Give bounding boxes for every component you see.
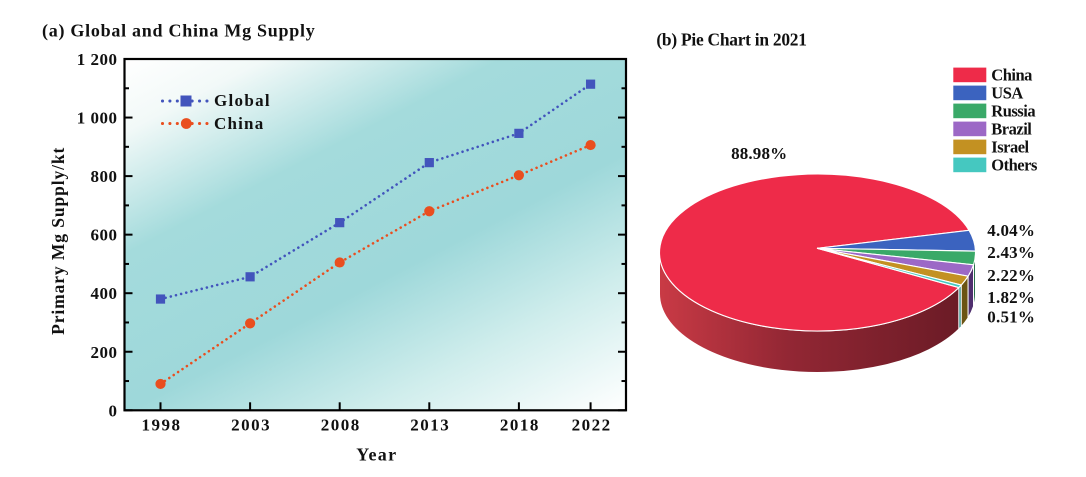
svg-text:600: 600: [91, 226, 118, 245]
svg-text:Brazil: Brazil: [991, 120, 1032, 139]
svg-text:2008: 2008: [321, 415, 361, 434]
svg-text:USA: USA: [991, 84, 1023, 103]
svg-text:1 000: 1 000: [77, 109, 118, 128]
svg-text:800: 800: [91, 167, 118, 186]
svg-text:200: 200: [91, 343, 118, 362]
svg-text:(a) Global and China Mg Supply: (a) Global and China Mg Supply: [42, 21, 315, 42]
svg-text:Primary Mg Supply/kt: Primary Mg Supply/kt: [48, 147, 68, 335]
svg-text:0.51%: 0.51%: [987, 308, 1035, 327]
svg-text:2022: 2022: [572, 415, 612, 434]
svg-text:China: China: [214, 114, 264, 133]
svg-text:2.43%: 2.43%: [987, 243, 1035, 262]
svg-text:Year: Year: [356, 445, 397, 465]
svg-text:1 200: 1 200: [77, 50, 118, 69]
svg-text:2018: 2018: [500, 415, 540, 434]
svg-text:China: China: [991, 66, 1032, 85]
svg-text:4.04%: 4.04%: [987, 221, 1035, 240]
svg-text:Others: Others: [991, 156, 1038, 175]
svg-text:Global: Global: [214, 91, 271, 110]
svg-text:2003: 2003: [231, 415, 271, 434]
svg-text:1.82%: 1.82%: [987, 288, 1035, 307]
svg-text:2013: 2013: [410, 415, 450, 434]
svg-text:400: 400: [91, 284, 118, 303]
svg-text:Israel: Israel: [991, 138, 1029, 157]
svg-text:88.98%: 88.98%: [731, 144, 787, 163]
svg-text:(b) Pie Chart in 2021: (b) Pie Chart in 2021: [656, 30, 806, 50]
svg-text:1998: 1998: [142, 415, 182, 434]
svg-text:0: 0: [109, 401, 118, 420]
svg-text:Russia: Russia: [991, 102, 1035, 121]
svg-text:2.22%: 2.22%: [987, 266, 1035, 285]
